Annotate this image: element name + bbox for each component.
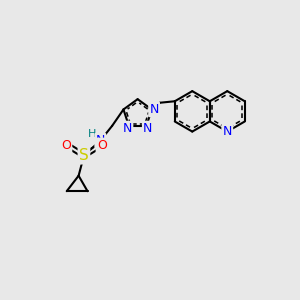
Text: N: N	[96, 134, 105, 147]
Text: N: N	[123, 122, 132, 135]
Text: O: O	[97, 139, 107, 152]
Text: N: N	[143, 122, 152, 135]
Text: S: S	[79, 148, 89, 163]
Text: N: N	[149, 103, 159, 116]
Text: N: N	[223, 125, 232, 138]
Text: O: O	[61, 139, 71, 152]
Text: H: H	[88, 129, 96, 139]
